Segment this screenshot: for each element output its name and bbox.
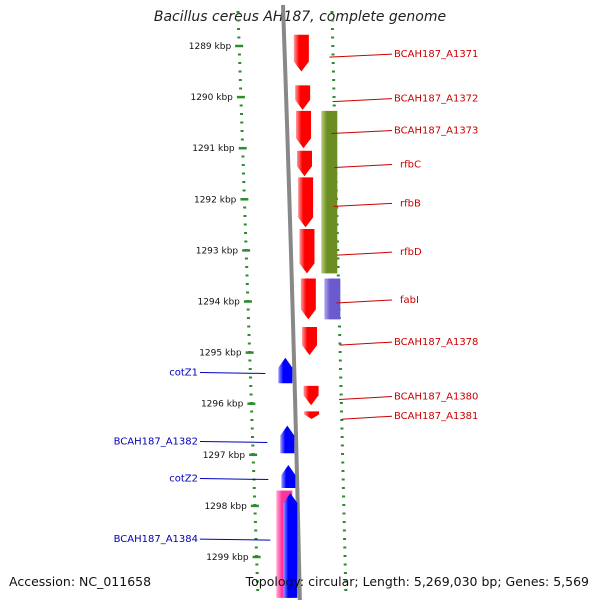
forward-gene-leader [333,202,393,207]
forward-gene-leader [341,415,393,420]
map-title: Bacillus cereus AH187, complete genome [153,9,447,25]
reverse-gene-label: cotZ1 [169,367,198,378]
forward-gene-label: BCAH187_A1373 [394,126,478,137]
reverse-gene-label: BCAH187_A1384 [114,534,198,545]
forward-gene-arrow [298,177,314,228]
forward-gene-label: BCAH187_A1371 [394,49,478,60]
forward-gene-label: rfbD [400,247,422,258]
forward-gene-arrow [296,150,312,177]
reverse-gene-label: BCAH187_A1382 [114,436,198,447]
forward-gene-arrow [303,385,319,406]
ruler-tick-label: 1290 kbp [190,93,233,103]
reverse-gene-label: cotZ2 [169,474,198,485]
forward-gene-leader [332,98,393,103]
reverse-gene-arrow [280,425,295,454]
accession-label: Accession: NC_011658 [9,574,152,589]
forward-gene-arrow [293,34,309,72]
forward-gene-leader [334,164,393,169]
ruler-tick-label: 1297 kbp [203,451,246,461]
genome-backbone-line [281,4,302,600]
forward-gene-label: fabI [400,295,419,306]
forward-gene-label: BCAH187_A1381 [394,411,478,422]
ruler-tick-label: 1289 kbp [189,42,232,52]
forward-gene-leader [336,251,393,256]
forward-gene-leader [336,299,393,304]
forward-gene-label: BCAH187_A1372 [394,94,478,105]
forward-gene-arrow [299,228,315,274]
forward-gene-label: BCAH187_A1378 [394,337,478,348]
reverse-gene-leader [199,440,268,443]
forward-gene-arrow [304,411,320,420]
gene-group-bar [324,278,341,320]
forward-gene-arrow [296,110,312,149]
reverse-gene-arrow [281,465,296,489]
ruler-tick-label: 1292 kbp [194,195,237,205]
forward-gene-leader [329,53,393,58]
ruler-tick-label: 1298 kbp [204,502,247,512]
forward-gene-leader [339,341,393,346]
ruler-tick-label: 1294 kbp [197,298,240,308]
ruler-tick-label: 1299 kbp [206,553,249,563]
topology-summary: Topology: circular; Length: 5,269,030 bp… [245,574,589,589]
reverse-gene-leader [199,371,266,374]
reverse-gene-arrow [278,357,293,384]
forward-gene-arrow [302,327,318,356]
forward-gene-leader [339,396,393,401]
reverse-gene-arrow [283,493,298,598]
forward-gene-label: rfbB [400,198,421,209]
ruler-tick-label: 1295 kbp [199,349,242,359]
forward-gene-arrow [300,278,316,320]
ruler-tick-label: 1291 kbp [192,144,235,154]
forward-gene-label: BCAH187_A1380 [394,392,478,403]
reverse-gene-leader [199,538,271,541]
ruler-tick-label: 1293 kbp [196,246,239,256]
forward-gene-label: rfbC [400,160,421,171]
reverse-gene-leader [199,478,269,481]
forward-gene-leader [331,130,393,135]
forward-gene-arrow [295,85,311,110]
ruler-tick-label: 1296 kbp [201,400,244,410]
gene-group-bar [321,110,338,274]
